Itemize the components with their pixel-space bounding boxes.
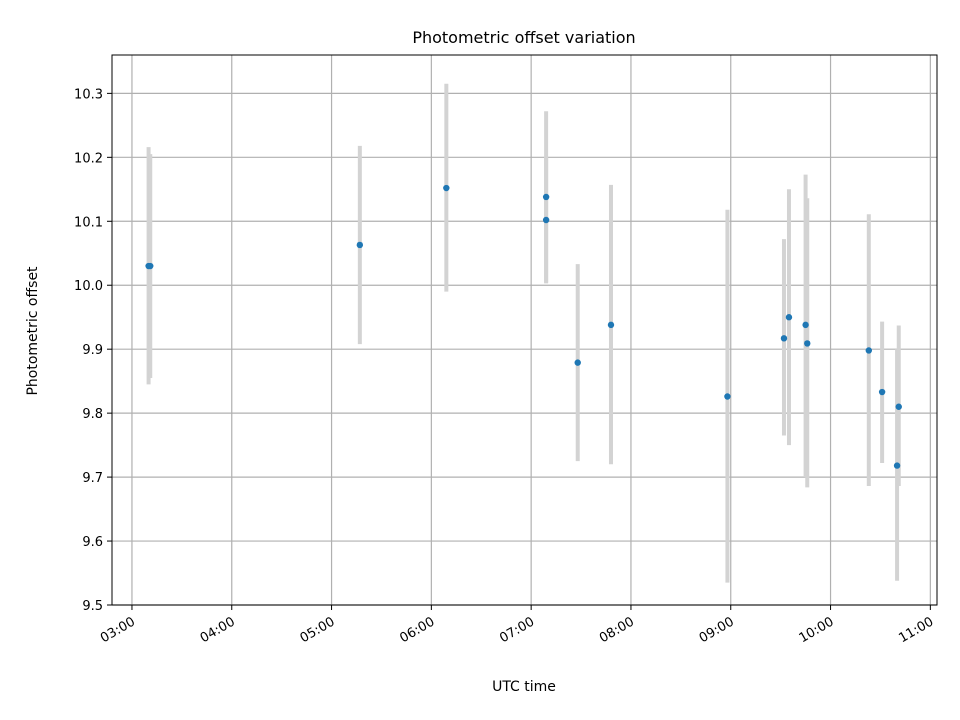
data-point [878,388,886,396]
x-tick-label: 08:00 [597,614,637,646]
y-tick-label: 9.9 [82,343,103,358]
data-point [785,314,793,321]
data-point [724,393,731,400]
y-tick-label: 10.0 [74,279,103,294]
y-tick-label: 9.5 [82,599,103,614]
x-tick-label: 03:00 [98,614,138,646]
y-tick-label: 9.7 [82,471,103,486]
x-tick-label: 11:00 [896,614,936,646]
y-tick-label: 10.3 [74,87,103,102]
x-tick-label: 07:00 [497,614,537,646]
grid [112,55,937,606]
y-tick-label: 9.6 [82,535,103,550]
y-tick-label: 10.2 [74,151,103,166]
data-point [542,216,550,224]
data-point [895,403,902,410]
y-tick-label: 9.8 [82,407,103,422]
x-axis-label: UTC time [492,679,556,695]
data-point [147,262,154,270]
data-point [443,184,450,192]
x-tick-label: 05:00 [298,614,338,646]
plot-frame [111,54,938,606]
data-point [356,241,364,249]
chart-title: Photometric offset variation [412,28,635,47]
x-tick-label: 04:00 [198,614,238,646]
x-tick-label: 09:00 [697,614,737,646]
y-axis-label: Photometric offset [25,266,41,396]
x-tick-label: 06:00 [397,614,437,646]
data-point [804,340,811,347]
y-tick-label: 10.1 [74,215,103,230]
data-points [145,184,902,469]
data-point [574,359,581,366]
data-point [542,193,550,201]
data-point [802,321,809,329]
data-point [607,321,615,329]
error-bars [146,83,901,583]
data-point [893,462,901,469]
x-tick-label: 10:00 [797,614,837,646]
data-point [780,335,788,342]
data-point [865,347,873,354]
